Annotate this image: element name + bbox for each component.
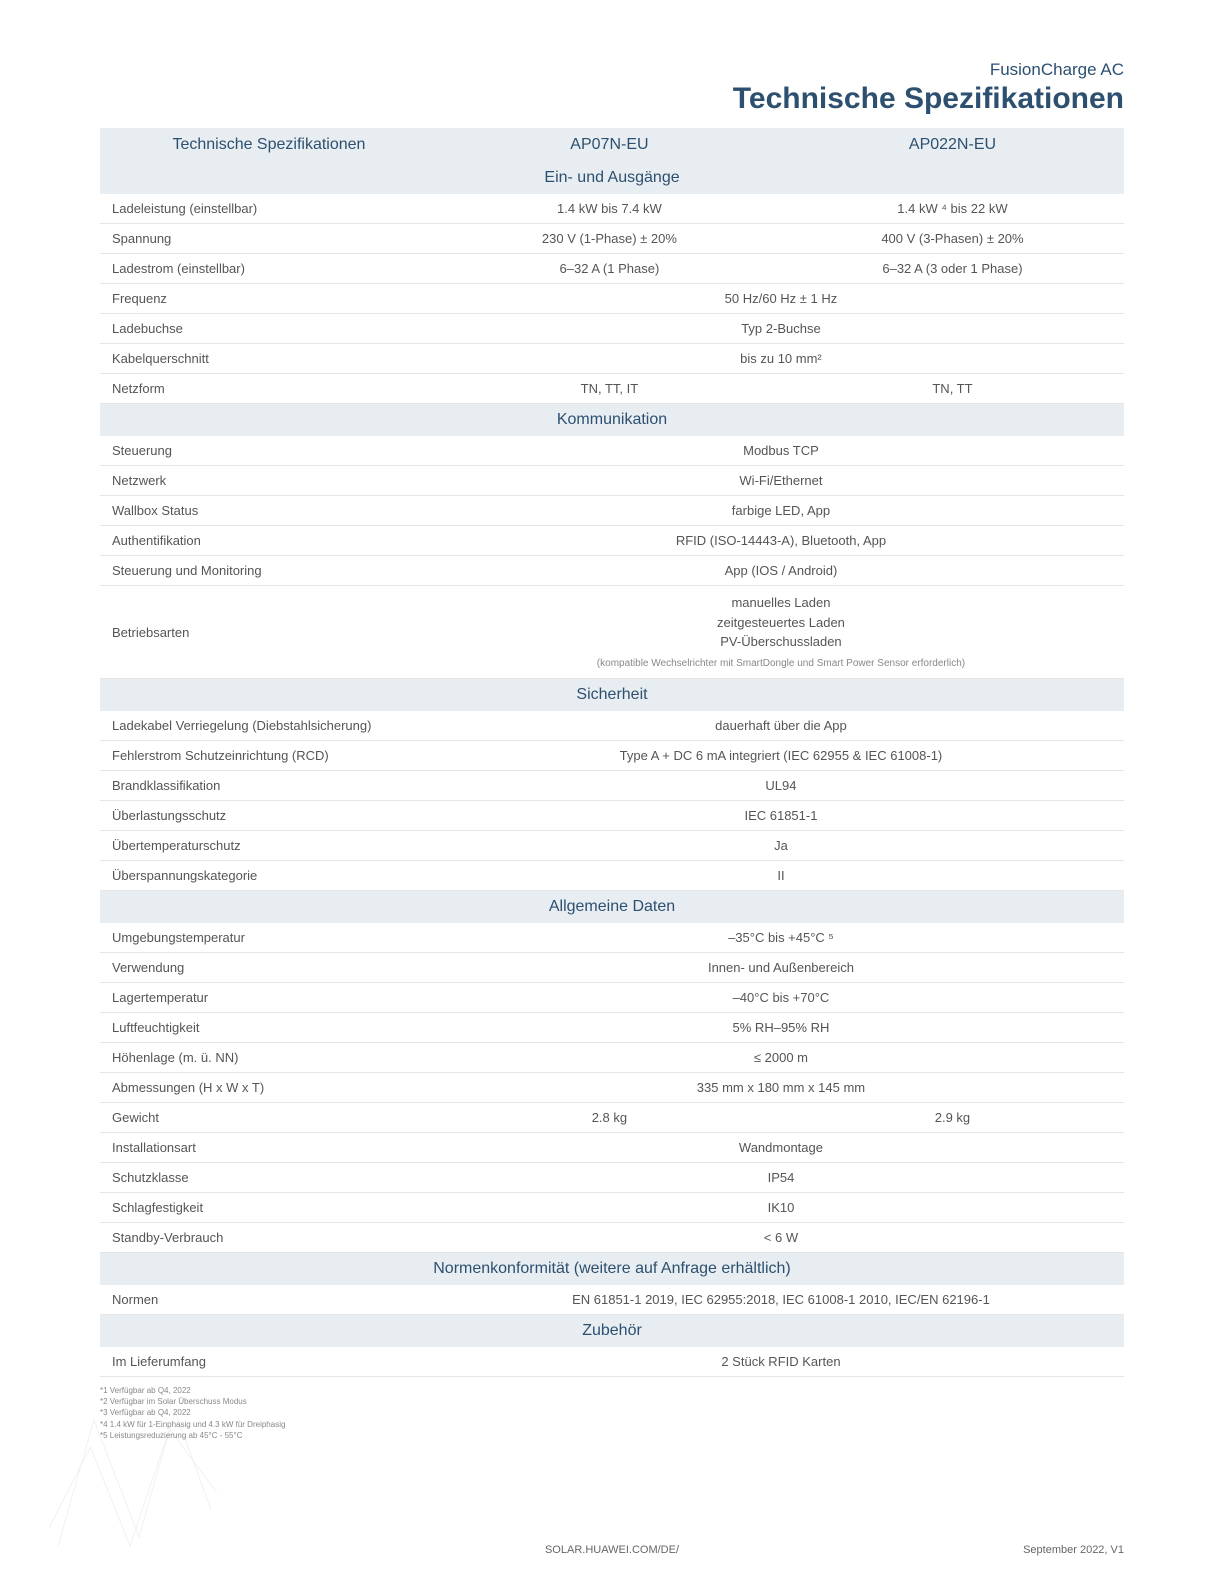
label: Netzwerk bbox=[100, 466, 438, 496]
label: Schlagfestigkeit bbox=[100, 1193, 438, 1223]
val: IK10 bbox=[438, 1193, 1124, 1223]
col2-header: AP022N-EU bbox=[781, 128, 1124, 162]
label: Höhenlage (m. ü. NN) bbox=[100, 1043, 438, 1073]
val: Wi-Fi/Ethernet bbox=[438, 466, 1124, 496]
val: 335 mm x 180 mm x 145 mm bbox=[438, 1073, 1124, 1103]
val: RFID (ISO-14443-A), Bluetooth, App bbox=[438, 526, 1124, 556]
val: 2.9 kg bbox=[781, 1103, 1124, 1133]
val: Modbus TCP bbox=[438, 436, 1124, 466]
val: Innen- und Außenbereich bbox=[438, 953, 1124, 983]
val: 6–32 A (3 oder 1 Phase) bbox=[781, 254, 1124, 284]
column-header-row: Technische Spezifikationen AP07N-EU AP02… bbox=[100, 128, 1124, 162]
label: Verwendung bbox=[100, 953, 438, 983]
val: TN, TT bbox=[781, 374, 1124, 404]
val: Ja bbox=[438, 831, 1124, 861]
val: Typ 2-Buchse bbox=[438, 314, 1124, 344]
val: manuelles Laden zeitgesteuertes Laden PV… bbox=[438, 586, 1124, 679]
label: Betriebsarten bbox=[100, 586, 438, 679]
doc-title: Technische Spezifikationen bbox=[100, 82, 1124, 116]
label: Fehlerstrom Schutzeinrichtung (RCD) bbox=[100, 741, 438, 771]
label: Steuerung bbox=[100, 436, 438, 466]
label: Spannung bbox=[100, 224, 438, 254]
label: Frequenz bbox=[100, 284, 438, 314]
val: 2 Stück RFID Karten bbox=[438, 1347, 1124, 1377]
label: Ladeleistung (einstellbar) bbox=[100, 194, 438, 224]
label: Ladestrom (einstellbar) bbox=[100, 254, 438, 284]
val: 1.4 kW bis 7.4 kW bbox=[438, 194, 781, 224]
spec-header: Technische Spezifikationen bbox=[100, 128, 438, 162]
section-norms: Normenkonformität (weitere auf Anfrage e… bbox=[100, 1253, 1124, 1286]
spec-table: Technische Spezifikationen AP07N-EU AP02… bbox=[100, 128, 1124, 1377]
section-io: Ein- und Ausgänge bbox=[100, 162, 1124, 194]
val: –40°C bis +70°C bbox=[438, 983, 1124, 1013]
label: Authentifikation bbox=[100, 526, 438, 556]
product-line: FusionCharge AC bbox=[100, 60, 1124, 80]
val: dauerhaft über die App bbox=[438, 711, 1124, 741]
val: < 6 W bbox=[438, 1223, 1124, 1253]
val: 400 V (3-Phasen) ± 20% bbox=[781, 224, 1124, 254]
label: Gewicht bbox=[100, 1103, 438, 1133]
section-comm: Kommunikation bbox=[100, 404, 1124, 437]
label: Ladebuchse bbox=[100, 314, 438, 344]
label: Überlastungsschutz bbox=[100, 801, 438, 831]
footer: SOLAR.HUAWEI.COM/DE/ September 2022, V1 bbox=[100, 1544, 1124, 1556]
val: 1.4 kW ⁴ bis 22 kW bbox=[781, 194, 1124, 224]
val: farbige LED, App bbox=[438, 496, 1124, 526]
section-accessories: Zubehör bbox=[100, 1315, 1124, 1348]
label: Im Lieferumfang bbox=[100, 1347, 438, 1377]
val: 230 V (1-Phase) ± 20% bbox=[438, 224, 781, 254]
val: TN, TT, IT bbox=[438, 374, 781, 404]
label: Normen bbox=[100, 1285, 438, 1315]
label: Schutzklasse bbox=[100, 1163, 438, 1193]
label: Kabelquerschnitt bbox=[100, 344, 438, 374]
val: II bbox=[438, 861, 1124, 891]
val: 5% RH–95% RH bbox=[438, 1013, 1124, 1043]
label: Luftfeuchtigkeit bbox=[100, 1013, 438, 1043]
label: Umgebungstemperatur bbox=[100, 923, 438, 953]
val: bis zu 10 mm² bbox=[438, 344, 1124, 374]
footnotes: *1 Verfügbar ab Q4, 2022 *2 Verfügbar im… bbox=[100, 1385, 1124, 1441]
footer-date: September 2022, V1 bbox=[1023, 1544, 1124, 1556]
col1-header: AP07N-EU bbox=[438, 128, 781, 162]
val: Wandmontage bbox=[438, 1133, 1124, 1163]
val: –35°C bis +45°C ⁵ bbox=[438, 923, 1124, 953]
label: Steuerung und Monitoring bbox=[100, 556, 438, 586]
section-general: Allgemeine Daten bbox=[100, 891, 1124, 924]
label: Netzform bbox=[100, 374, 438, 404]
val: UL94 bbox=[438, 771, 1124, 801]
val: 6–32 A (1 Phase) bbox=[438, 254, 781, 284]
section-safety: Sicherheit bbox=[100, 679, 1124, 712]
val: EN 61851-1 2019, IEC 62955:2018, IEC 610… bbox=[438, 1285, 1124, 1315]
val: App (IOS / Android) bbox=[438, 556, 1124, 586]
label: Wallbox Status bbox=[100, 496, 438, 526]
label: Abmessungen (H x W x T) bbox=[100, 1073, 438, 1103]
val: ≤ 2000 m bbox=[438, 1043, 1124, 1073]
label: Brandklassifikation bbox=[100, 771, 438, 801]
val: Type A + DC 6 mA integriert (IEC 62955 &… bbox=[438, 741, 1124, 771]
label: Lagertemperatur bbox=[100, 983, 438, 1013]
val: 50 Hz/60 Hz ± 1 Hz bbox=[438, 284, 1124, 314]
footer-url: SOLAR.HUAWEI.COM/DE/ bbox=[545, 1544, 679, 1556]
label: Standby-Verbrauch bbox=[100, 1223, 438, 1253]
label: Überspannungskategorie bbox=[100, 861, 438, 891]
val: 2.8 kg bbox=[438, 1103, 781, 1133]
label: Installationsart bbox=[100, 1133, 438, 1163]
val: IEC 61851-1 bbox=[438, 801, 1124, 831]
val: IP54 bbox=[438, 1163, 1124, 1193]
label: Ladekabel Verriegelung (Diebstahlsicheru… bbox=[100, 711, 438, 741]
label: Übertemperaturschutz bbox=[100, 831, 438, 861]
